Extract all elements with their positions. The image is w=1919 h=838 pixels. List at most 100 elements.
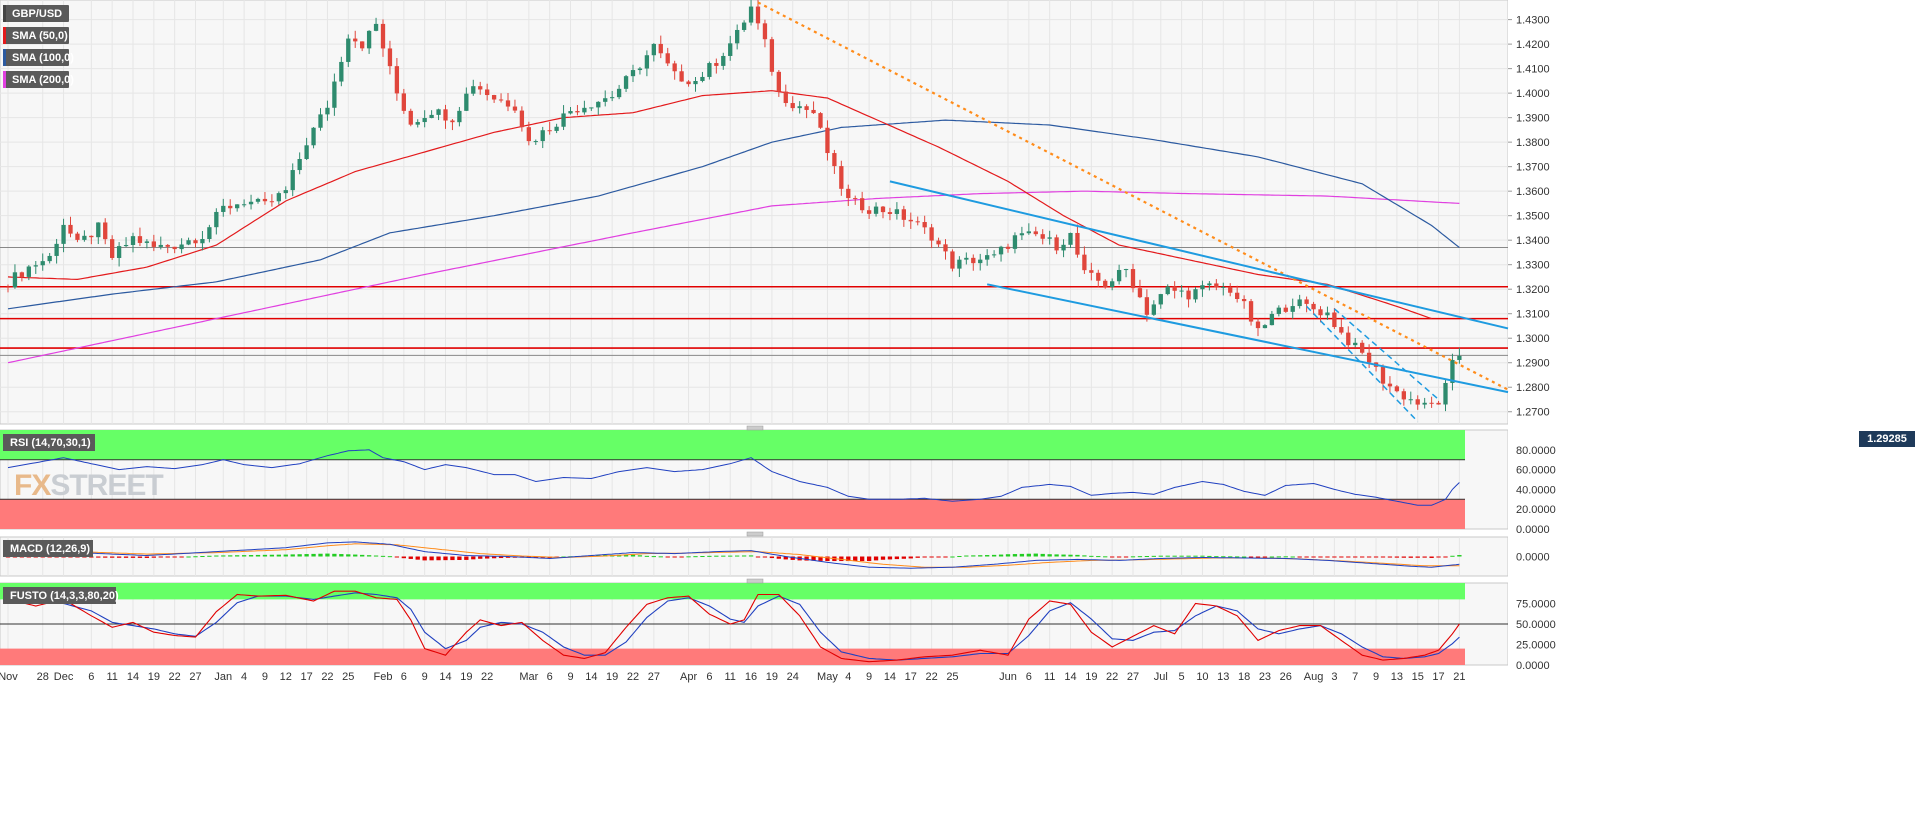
macd-histogram-bar (1040, 553, 1045, 557)
macd-histogram-bar (1193, 555, 1198, 557)
macd-histogram-bar (1248, 556, 1254, 558)
candle-body (700, 76, 705, 81)
candle-body (339, 61, 344, 82)
candle-body (665, 53, 670, 64)
date-tick-label: 18 (1238, 671, 1250, 683)
legend-box (3, 27, 69, 44)
price-tick-label: 1.2800 (1516, 382, 1550, 394)
candle-body (797, 106, 802, 109)
date-tick-label: Jul (1154, 671, 1168, 683)
rsi-tick-label: 40.0000 (1516, 484, 1556, 496)
candle-body (505, 100, 511, 107)
macd-histogram-bar (1325, 556, 1330, 558)
candle-body (1005, 246, 1011, 249)
rsi-line (7, 449, 1460, 506)
candle-body (1047, 237, 1052, 239)
moving-averages (7, 90, 1460, 364)
candle-body (1415, 399, 1420, 405)
candle-body (526, 127, 531, 142)
macd-histogram-bar (985, 555, 990, 557)
panel-background (0, 0, 1509, 425)
macd-histogram-bar (1360, 556, 1365, 558)
macd-histogram-bar (728, 555, 733, 557)
fusto-tick-label: 50.0000 (1516, 619, 1556, 631)
macd-histogram-bar (1137, 556, 1143, 558)
candle-body (186, 240, 191, 245)
candle-body (1123, 269, 1129, 271)
legend-label: SMA (200,0) (12, 74, 74, 86)
candle-body (158, 244, 163, 247)
macd-histogram-bar (353, 554, 358, 557)
candle-body (269, 201, 275, 203)
macd-histogram-bar (471, 556, 476, 560)
candle-body (929, 227, 934, 241)
macd-histogram-bar (998, 554, 1004, 557)
macd-histogram-bar (880, 556, 886, 560)
macd-histogram-bar (735, 555, 740, 557)
legend-color-swatch (3, 27, 6, 44)
date-tick-label: 19 (1085, 671, 1097, 683)
candle-body (165, 244, 170, 247)
macd-histogram-bar (110, 556, 115, 558)
date-tick-label: Dec (54, 671, 74, 683)
indicator-labels: RSI (14,70,30,1) MACD (12,26,9) FUSTO (14,… (3, 434, 119, 604)
macd-tick-label: 0.0000 (1516, 552, 1550, 564)
candle-body (1172, 286, 1177, 291)
candle-body (408, 110, 413, 125)
fusto-k-line (7, 590, 1460, 663)
macd-histogram-bar (1172, 555, 1177, 557)
date-tick-label: 6 (706, 671, 712, 683)
macd-histogram-bar (818, 556, 823, 561)
macd-histogram-bar (429, 556, 434, 561)
candle-body (1241, 299, 1247, 302)
candle-body (519, 110, 525, 128)
macd-histogram-bar (1116, 556, 1122, 558)
macd-histogram-bar (82, 556, 87, 558)
panel-resize-handles[interactable] (746, 425, 764, 584)
candle-body (1186, 290, 1191, 300)
candle-body (1457, 355, 1462, 360)
candle-body (1332, 312, 1337, 328)
date-tick-label: 14 (1064, 671, 1076, 683)
candle-body (1179, 290, 1184, 292)
macd-histogram-bar (964, 555, 969, 557)
macd-histogram-bar (241, 555, 247, 557)
indicator-label-box (3, 434, 95, 451)
macd-histogram-bar (1353, 556, 1358, 558)
date-axis: Nov 28 Dec 6 11 14 19 22 27 Jan 4 9 12 17 22 25 Feb 6 9 14 1… (0, 671, 1466, 683)
current-price-badge: 1.29285 (1859, 431, 1915, 447)
candle-body (137, 236, 143, 243)
candle-body (75, 233, 80, 240)
candle-body (637, 68, 643, 71)
macd-panel (5, 541, 1462, 569)
macd-histogram-bar (491, 556, 497, 559)
candle-body (721, 55, 726, 66)
candle-body (290, 170, 295, 191)
candle-body (568, 111, 573, 114)
panel-resize-handle[interactable] (746, 578, 764, 584)
candle-body (880, 206, 886, 213)
sma-100-line (7, 119, 1460, 310)
fusto-panel (0, 583, 1508, 665)
candle-body (707, 63, 712, 77)
candle-body (130, 236, 136, 245)
candle-body (811, 109, 816, 114)
macd-histogram-bar (1387, 556, 1393, 558)
date-tick-label: 22 (481, 671, 493, 683)
trendlines (757, 1, 1509, 423)
panel-resize-handle[interactable] (746, 425, 764, 431)
legend-label: SMA (100,0) (12, 52, 74, 64)
candle-body (110, 239, 115, 258)
panel-resize-handle[interactable] (746, 531, 764, 537)
candle-body (478, 86, 483, 90)
candle-body (512, 106, 518, 111)
price-tick-label: 1.3400 (1516, 235, 1550, 247)
macd-histogram-bar (1450, 555, 1455, 557)
macd-histogram-bar (1179, 555, 1184, 557)
date-tick-label: 22 (627, 671, 639, 683)
candle-body (325, 107, 330, 115)
macd-histogram-bar (235, 555, 240, 557)
candle-body (776, 71, 781, 92)
macd-histogram-bar (623, 554, 629, 557)
candle-body (1422, 402, 1427, 405)
